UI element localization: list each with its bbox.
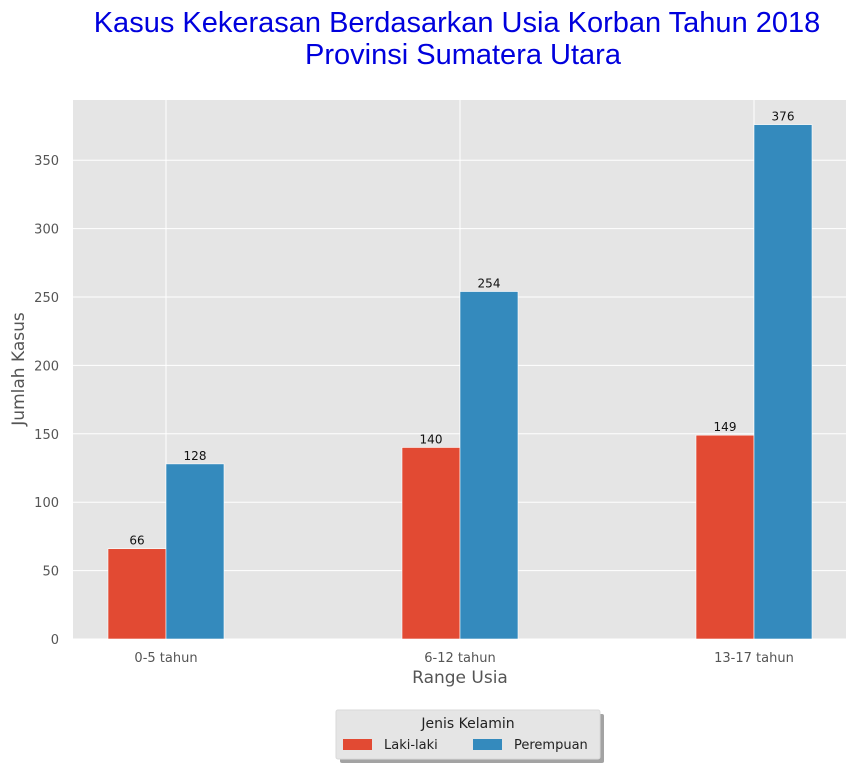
- x-tick-label: 0-5 tahun: [134, 651, 197, 666]
- y-tick-label: 200: [34, 359, 59, 374]
- x-tick-label: 13-17 tahun: [714, 651, 794, 666]
- y-tick-label: 50: [42, 565, 59, 580]
- bar-value-label: 66: [129, 534, 144, 548]
- y-tick-label: 250: [34, 291, 59, 306]
- bar-perempuan: [753, 124, 813, 640]
- bar-value-label: 149: [714, 420, 737, 434]
- legend-label-perempuan: Perempuan: [514, 738, 588, 753]
- chart-title-line2: Provinsi Sumatera Utara: [305, 39, 622, 71]
- bar-perempuan: [165, 463, 225, 640]
- bar-laki-laki: [107, 548, 167, 640]
- y-tick-label: 300: [34, 223, 59, 238]
- legend-swatch-perempuan: [473, 739, 502, 750]
- bar-laki-laki: [401, 447, 461, 640]
- y-axis-label: Jumlah Kasus: [9, 312, 29, 427]
- bar-value-label: 128: [184, 449, 207, 463]
- x-axis-label: Range Usia: [412, 668, 508, 688]
- y-tick-label: 350: [34, 154, 59, 169]
- legend-swatch-laki-laki: [343, 739, 372, 750]
- bars: 66 140 149 128 254 376: [107, 110, 813, 640]
- legend: Jenis Kelamin Laki-laki Perempuan: [335, 709, 604, 763]
- bar-value-label: 254: [478, 277, 501, 291]
- bar-value-label: 376: [772, 110, 795, 124]
- bar-value-label: 140: [420, 432, 443, 446]
- bar-perempuan: [459, 291, 519, 640]
- y-tick-label: 100: [34, 496, 59, 511]
- legend-box: [335, 709, 601, 760]
- y-tick-label: 0: [51, 633, 59, 648]
- legend-title: Jenis Kelamin: [420, 716, 514, 732]
- legend-label-laki-laki: Laki-laki: [384, 738, 438, 753]
- ticks: 0 50 100 150 200 250 300 350 0-5 tahun 6-12 tahun…: [34, 154, 794, 666]
- chart-title-line1: Kasus Kekerasan Berdasarkan Usia Korban …: [94, 7, 821, 39]
- bar-laki-laki: [695, 434, 755, 640]
- y-tick-label: 150: [34, 428, 59, 443]
- x-tick-label: 6-12 tahun: [424, 651, 495, 666]
